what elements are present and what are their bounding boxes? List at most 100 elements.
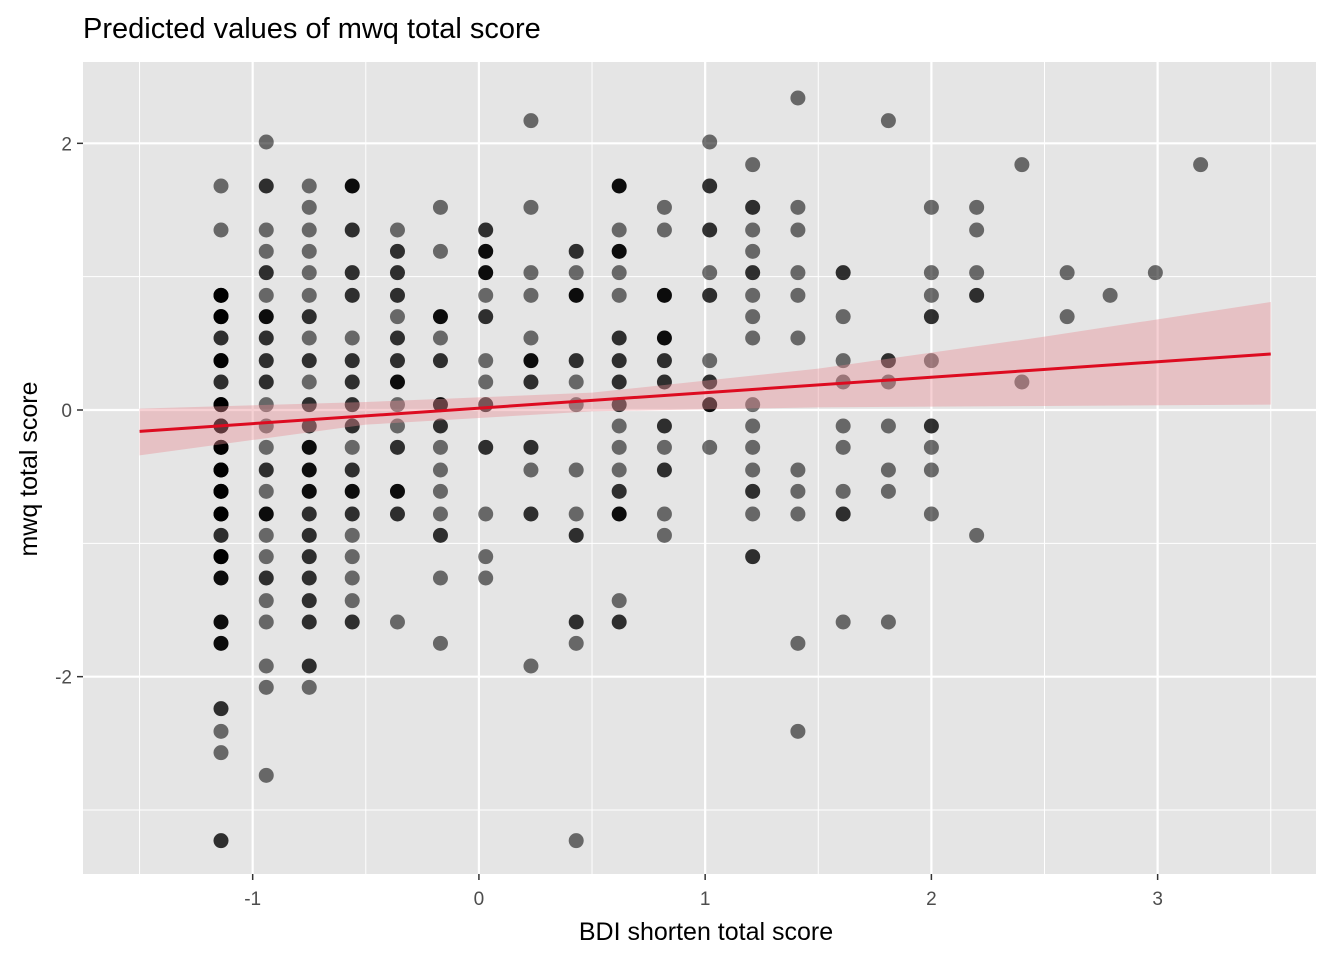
data-point xyxy=(344,506,360,522)
data-point xyxy=(344,462,360,478)
data-point xyxy=(790,265,806,281)
data-point xyxy=(478,506,494,522)
data-point xyxy=(611,614,627,630)
data-point xyxy=(258,658,274,674)
data-point xyxy=(656,418,672,434)
x-tick-label: 0 xyxy=(474,889,485,910)
data-point xyxy=(656,199,672,215)
data-point xyxy=(432,506,448,522)
data-point xyxy=(213,745,229,761)
data-point xyxy=(344,287,360,303)
data-point xyxy=(478,570,494,586)
data-point xyxy=(568,374,584,390)
data-point xyxy=(301,483,317,499)
data-point xyxy=(213,614,229,630)
data-point xyxy=(1102,287,1118,303)
data-point xyxy=(790,222,806,238)
data-point xyxy=(258,287,274,303)
data-point xyxy=(344,178,360,194)
data-point xyxy=(790,483,806,499)
data-point xyxy=(523,439,539,455)
data-point xyxy=(611,439,627,455)
data-point xyxy=(258,222,274,238)
data-point xyxy=(880,483,896,499)
data-point xyxy=(258,330,274,346)
data-point xyxy=(880,418,896,434)
data-point xyxy=(344,222,360,238)
data-point xyxy=(523,462,539,478)
data-point xyxy=(568,243,584,259)
data-point xyxy=(523,353,539,369)
data-point xyxy=(213,549,229,565)
data-point xyxy=(880,462,896,478)
major-grid xyxy=(83,62,1316,874)
data-point xyxy=(344,527,360,543)
data-point xyxy=(790,287,806,303)
data-point xyxy=(213,178,229,194)
data-point xyxy=(523,113,539,129)
data-point xyxy=(656,330,672,346)
data-point xyxy=(389,222,405,238)
data-point xyxy=(702,397,718,413)
data-point xyxy=(344,418,360,434)
data-point xyxy=(611,287,627,303)
data-point xyxy=(432,330,448,346)
data-point xyxy=(301,199,317,215)
data-point xyxy=(258,439,274,455)
data-point xyxy=(611,243,627,259)
data-point xyxy=(258,767,274,783)
data-point xyxy=(702,353,718,369)
data-point xyxy=(568,614,584,630)
data-point xyxy=(389,397,405,413)
data-point xyxy=(389,287,405,303)
data-point xyxy=(523,265,539,281)
data-point xyxy=(258,679,274,695)
data-point xyxy=(745,199,761,215)
data-point xyxy=(835,506,851,522)
data-point xyxy=(702,178,718,194)
data-point xyxy=(745,397,761,413)
data-point xyxy=(301,330,317,346)
confidence-band xyxy=(139,302,1271,456)
data-point xyxy=(213,462,229,478)
data-point xyxy=(880,374,896,390)
data-point xyxy=(656,462,672,478)
data-point xyxy=(301,353,317,369)
data-point xyxy=(258,527,274,543)
data-point xyxy=(568,462,584,478)
data-point xyxy=(301,374,317,390)
data-point xyxy=(923,309,939,325)
data-point xyxy=(389,614,405,630)
data-point xyxy=(835,353,851,369)
data-point xyxy=(258,549,274,565)
data-point xyxy=(790,635,806,651)
data-point xyxy=(389,309,405,325)
data-point xyxy=(258,309,274,325)
data-point xyxy=(611,462,627,478)
data-point xyxy=(258,614,274,630)
data-point xyxy=(523,658,539,674)
data-point xyxy=(702,287,718,303)
data-point xyxy=(923,287,939,303)
data-point xyxy=(656,353,672,369)
data-point xyxy=(213,527,229,543)
data-point xyxy=(478,549,494,565)
data-point xyxy=(432,353,448,369)
y-tick-label: 0 xyxy=(61,401,72,422)
data-point xyxy=(880,113,896,129)
data-point xyxy=(258,353,274,369)
data-point xyxy=(523,330,539,346)
data-point xyxy=(213,222,229,238)
data-point xyxy=(301,418,317,434)
data-point xyxy=(835,309,851,325)
data-point xyxy=(213,353,229,369)
data-point xyxy=(301,439,317,455)
data-point xyxy=(213,570,229,586)
minor-grid xyxy=(83,62,1316,874)
data-point xyxy=(258,178,274,194)
data-point xyxy=(389,418,405,434)
data-point xyxy=(389,353,405,369)
data-point xyxy=(745,462,761,478)
data-point xyxy=(301,287,317,303)
data-point xyxy=(702,439,718,455)
